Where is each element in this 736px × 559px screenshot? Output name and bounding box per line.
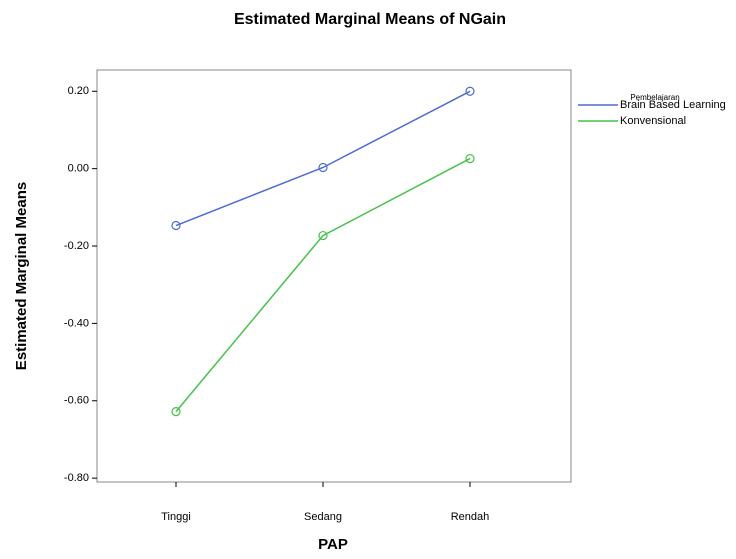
series-line bbox=[175, 157, 471, 413]
y-tick-label: 0.00 bbox=[68, 163, 89, 175]
x-tick-label: Sedang bbox=[304, 511, 342, 523]
x-tick-label: Tinggi bbox=[161, 511, 191, 523]
legend-title: Pembelajaran bbox=[630, 93, 679, 102]
point-marker bbox=[318, 162, 328, 173]
plot-area bbox=[96, 69, 572, 483]
legend-label: Konvensional bbox=[620, 115, 686, 127]
y-tick-label: 0.20 bbox=[68, 85, 89, 97]
y-tick-label: -0.80 bbox=[64, 472, 89, 484]
x-tick-label: Rendah bbox=[451, 511, 490, 523]
y-axis-label: Estimated Marginal Means bbox=[13, 182, 30, 370]
y-tick-label: -0.40 bbox=[64, 317, 89, 329]
point-marker bbox=[465, 153, 475, 164]
legend-label: Brain Based Learning bbox=[620, 99, 726, 111]
y-tick-label: -0.20 bbox=[64, 240, 89, 252]
chart-title: Estimated Marginal Means of NGain bbox=[234, 11, 506, 28]
point-marker bbox=[171, 220, 181, 231]
y-tick-label: -0.60 bbox=[64, 395, 89, 407]
point-marker bbox=[465, 86, 475, 96]
x-axis-label: PAP bbox=[318, 536, 348, 553]
series-line bbox=[175, 90, 471, 227]
point-marker bbox=[171, 406, 181, 417]
point-marker bbox=[318, 230, 328, 241]
